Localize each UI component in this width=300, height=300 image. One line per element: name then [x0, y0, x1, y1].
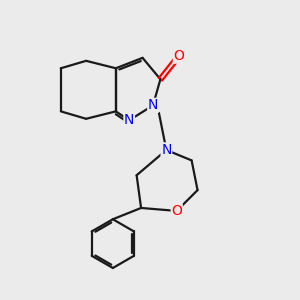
Text: O: O [173, 49, 184, 63]
Text: O: O [171, 204, 182, 218]
Text: N: N [148, 98, 158, 112]
Text: N: N [124, 113, 134, 127]
Text: N: N [161, 143, 172, 157]
